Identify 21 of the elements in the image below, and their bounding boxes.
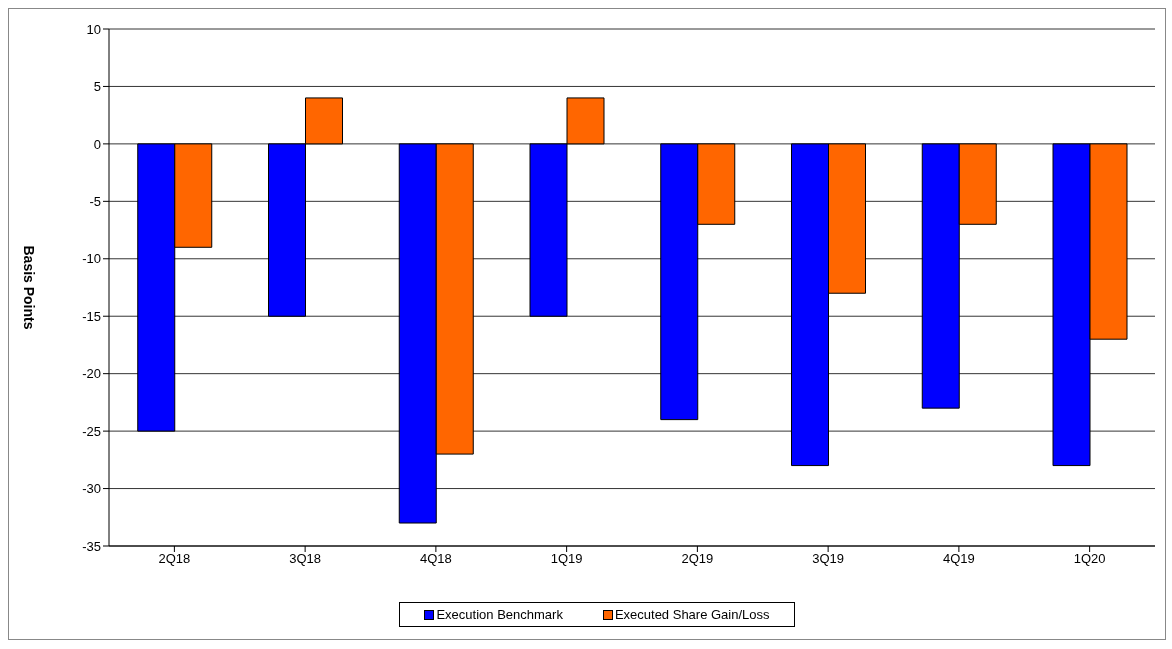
x-tick-label: 4Q19 [942, 551, 975, 567]
x-tick-label: 2Q18 [158, 551, 191, 567]
x-tick-label: 2Q19 [681, 551, 714, 567]
y-tick-label: -30 [82, 481, 101, 497]
x-tick-label: 4Q18 [419, 551, 452, 567]
y-tick-label: -10 [82, 251, 101, 267]
y-tick-label: -25 [82, 423, 101, 439]
legend-label: Execution Benchmark [435, 607, 563, 622]
y-tick-label: -35 [82, 538, 101, 554]
y-tick-label: -5 [89, 193, 101, 209]
legend-label: Executed Share Gain/Loss [613, 607, 770, 622]
y-tick-label: -20 [82, 366, 101, 382]
x-tick-label: 3Q19 [812, 551, 845, 567]
y-tick-label: 0 [93, 136, 101, 152]
x-tick-label: 1Q20 [1073, 551, 1106, 567]
x-tick-label: 1Q19 [550, 551, 583, 567]
y-axis-title: Basis Points [21, 245, 38, 330]
x-tick-label: 3Q18 [289, 551, 322, 567]
y-tick-label: 5 [93, 79, 101, 95]
y-tick-label: 10 [86, 21, 101, 37]
y-tick-label: -15 [82, 308, 101, 324]
